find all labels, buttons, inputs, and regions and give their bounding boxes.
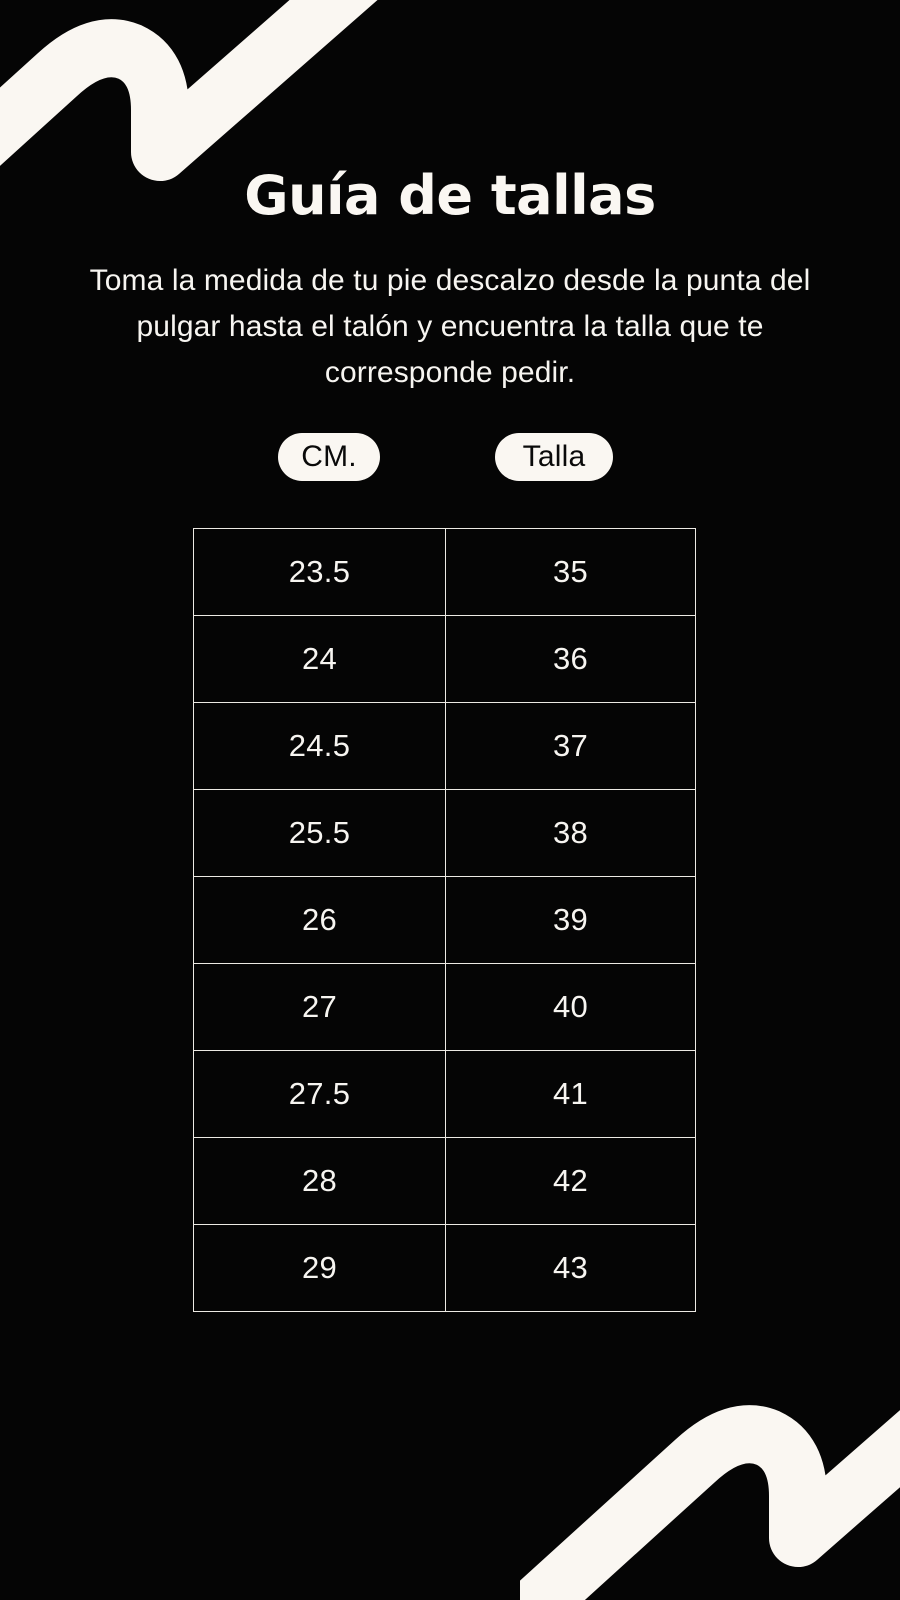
table-row: 26 39 [193,876,696,964]
cell-cm: 23.5 [193,528,446,616]
table-row: 27 40 [193,963,696,1051]
cell-talla: 40 [445,963,696,1051]
cell-cm: 25.5 [193,789,446,877]
cell-talla: 35 [445,528,696,616]
page-title: Guía de tallas [244,164,656,228]
cell-talla: 39 [445,876,696,964]
cell-cm: 24 [193,615,446,703]
table-row: 23.5 35 [193,528,696,616]
column-header-pill-talla: Talla [495,433,613,481]
size-table-body: 23.5 35 24 36 24.5 37 25.5 38 26 39 27 4… [193,528,696,1312]
table-row: 28 42 [193,1137,696,1225]
cell-talla: 41 [445,1050,696,1138]
cell-cm: 24.5 [193,702,446,790]
cell-talla: 37 [445,702,696,790]
cell-talla: 42 [445,1137,696,1225]
cell-talla: 36 [445,615,696,703]
intro-paragraph: Toma la medida de tu pie descalzo desde … [89,264,811,389]
cell-cm: 27 [193,963,446,1051]
table-row: 25.5 38 [193,789,696,877]
cell-talla: 43 [445,1224,696,1312]
zigzag-stroke-bottom-right-icon [520,1356,900,1600]
table-row: 24 36 [193,615,696,703]
cell-cm: 28 [193,1137,446,1225]
table-row: 27.5 41 [193,1050,696,1138]
column-header-pill-cm: CM. [278,433,380,481]
cell-cm: 27.5 [193,1050,446,1138]
column-header-pills: CM. Talla [193,433,693,481]
table-row: 24.5 37 [193,702,696,790]
table-row: 29 43 [193,1224,696,1312]
size-table: 23.5 35 24 36 24.5 37 25.5 38 26 39 27 4… [193,528,696,1312]
cell-cm: 29 [193,1224,446,1312]
cell-cm: 26 [193,876,446,964]
cell-talla: 38 [445,789,696,877]
